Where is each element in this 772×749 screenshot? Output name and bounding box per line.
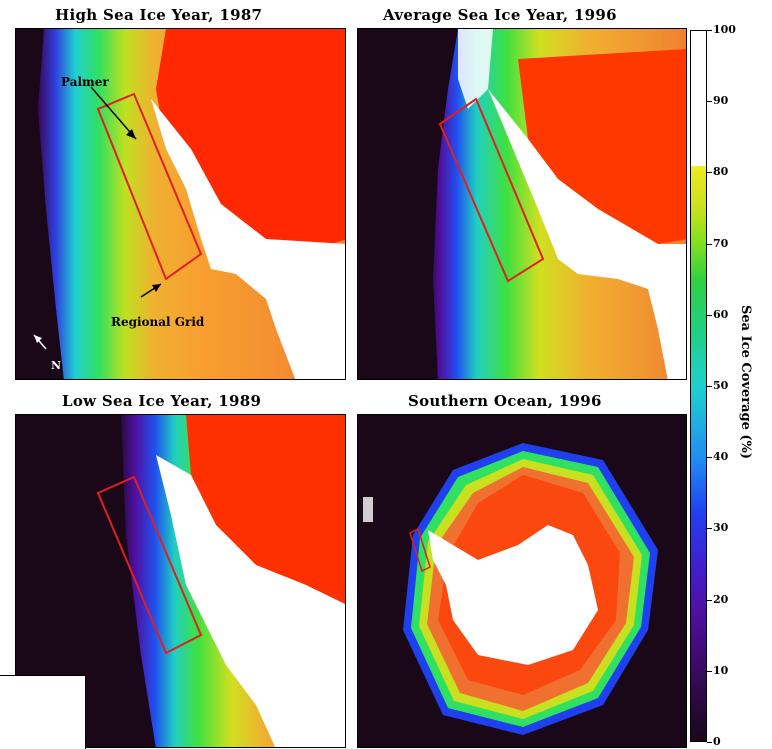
colorbar-tick-label: 60 bbox=[713, 308, 729, 321]
colorbar-tick-mark bbox=[707, 101, 712, 102]
colorbar-tick-mark bbox=[707, 30, 712, 31]
map-average-sea-ice-1996 bbox=[357, 28, 687, 380]
colorbar-tick-label: 40 bbox=[713, 450, 729, 463]
colorbar-tick-label: 100 bbox=[713, 23, 736, 36]
colorbar-label: Sea Ice Coverage (%) bbox=[738, 305, 753, 460]
palmer-arrow bbox=[90, 86, 137, 140]
colorbar-tick-mark bbox=[707, 386, 712, 387]
map-high-sea-ice-1987: Palmer Regional Grid N bbox=[15, 28, 346, 380]
north-label: N bbox=[51, 359, 61, 372]
colorbar-tick-label: 10 bbox=[713, 664, 729, 677]
inset-box bbox=[0, 675, 86, 749]
colorbar-tick-label: 30 bbox=[713, 521, 729, 534]
colorbar-tick-label: 50 bbox=[713, 379, 729, 392]
panel-title-southern-ocean: Southern Ocean, 1996 bbox=[408, 392, 602, 410]
regional-grid-outline-1989 bbox=[96, 475, 203, 655]
sea-ice-colorbar bbox=[690, 30, 707, 742]
regional-grid-outline-so bbox=[409, 527, 431, 573]
colorbar-tick-label: 70 bbox=[713, 237, 729, 250]
colorbar-tick-label: 80 bbox=[713, 165, 729, 178]
colorbar-tick-mark bbox=[707, 528, 712, 529]
palmer-label: Palmer bbox=[61, 75, 109, 89]
colorbar-tick-mark bbox=[707, 244, 712, 245]
colorbar-tick-mark bbox=[707, 172, 712, 173]
map-low-sea-ice-1989 bbox=[15, 414, 346, 748]
colorbar-tick-mark bbox=[707, 315, 712, 316]
regional-grid-label: Regional Grid bbox=[111, 315, 205, 329]
colorbar-tick-mark bbox=[707, 457, 712, 458]
panel-title-high-1987: High Sea Ice Year, 1987 bbox=[55, 6, 263, 24]
colorbar-tick-mark bbox=[707, 671, 712, 672]
panel-title-low-1989: Low Sea Ice Year, 1989 bbox=[62, 392, 262, 410]
regional-grid-outline bbox=[96, 92, 203, 281]
colorbar-tick-mark bbox=[707, 600, 712, 601]
colorbar-tick-label: 0 bbox=[713, 735, 721, 748]
panel-title-average-1996: Average Sea Ice Year, 1996 bbox=[383, 6, 617, 24]
map-southern-ocean-1996 bbox=[357, 414, 687, 748]
colorbar-tick-label: 90 bbox=[713, 94, 729, 107]
colorbar-tick-label: 20 bbox=[713, 593, 729, 606]
regional-grid-outline-1996 bbox=[438, 97, 545, 283]
colorbar-tick-mark bbox=[707, 742, 712, 743]
